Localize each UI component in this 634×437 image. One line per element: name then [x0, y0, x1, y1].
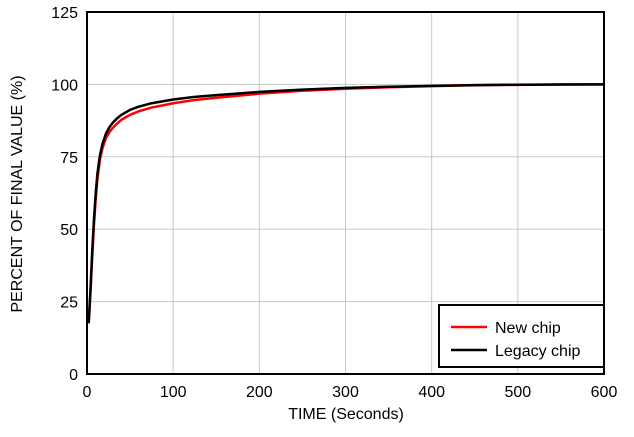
legend: New chip Legacy chip	[438, 304, 605, 368]
y-tick-label: 125	[51, 5, 78, 22]
legend-label-new-chip: New chip	[495, 320, 561, 337]
y-axis-ticks: 0 25 50 75 100 125	[51, 5, 78, 384]
x-axis-ticks: 0 100 200 300 400 500 600	[83, 384, 618, 401]
series-lines	[87, 83, 605, 324]
x-tick-label: 100	[160, 384, 187, 401]
plot-frame	[86, 11, 605, 375]
x-tick-label: 600	[591, 384, 618, 401]
legend-box	[438, 304, 605, 368]
y-tick-label: 75	[60, 150, 78, 167]
x-tick-label: 200	[246, 384, 273, 401]
series-line-new-chip	[87, 83, 605, 322]
x-tick-label: 400	[418, 384, 445, 401]
legend-label-legacy-chip: Legacy chip	[495, 343, 580, 360]
y-tick-label: 0	[69, 367, 78, 384]
y-tick-label: 100	[51, 77, 78, 94]
x-tick-label: 0	[83, 384, 92, 401]
series-line-legacy-chip	[87, 83, 605, 324]
x-tick-label: 300	[332, 384, 359, 401]
x-tick-label: 500	[504, 384, 531, 401]
y-tick-label: 25	[60, 295, 78, 312]
y-tick-label: 50	[60, 222, 78, 239]
y-axis-label: PERCENT OF FINAL VALUE (%)	[9, 75, 26, 312]
x-axis-label: TIME (Seconds)	[288, 406, 404, 423]
